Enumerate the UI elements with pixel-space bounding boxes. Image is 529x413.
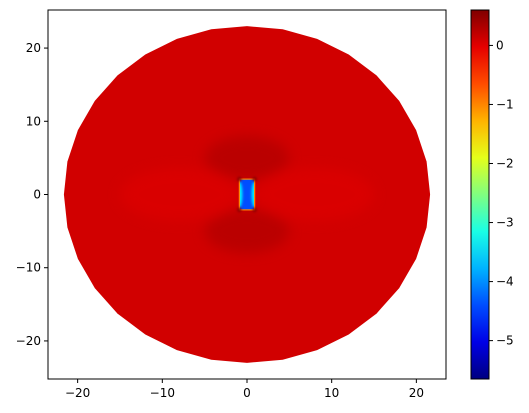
colorbar-tick-label: −5 [496, 334, 514, 348]
inclusion-details [239, 181, 255, 208]
colorbar-bar [471, 10, 489, 379]
x-tick-label: −20 [65, 386, 90, 400]
field-lobe-right [255, 168, 375, 221]
field-corner-bottom-left [237, 207, 242, 213]
plot-area [63, 26, 431, 363]
colorbar-tick-label: −3 [496, 216, 514, 230]
y-axis: −20 −10 0 10 20 [16, 41, 48, 348]
field-edge-right [251, 181, 255, 208]
inclusion-corners [237, 176, 257, 213]
colorbar: 0 −1 −2 −3 −4 −5 [470, 9, 514, 380]
inclusion-group [238, 178, 256, 211]
inclusion-outline [238, 178, 256, 211]
colorbar-ticks: 0 −1 −2 −3 −4 −5 [489, 38, 514, 348]
field-corner-top-left [237, 176, 242, 182]
field-edge-left [239, 181, 243, 208]
field-corner-top-right [252, 176, 257, 182]
y-tick-label: 0 [33, 188, 41, 202]
colorbar-tick-label: 0 [496, 38, 504, 52]
colorbar-tick-label: −2 [496, 157, 514, 171]
y-tick-label: −20 [16, 334, 41, 348]
x-tick-label: 0 [243, 386, 251, 400]
y-tick-label: 10 [26, 114, 41, 128]
colorbar-tick-label: −4 [496, 275, 514, 289]
x-tick-label: 20 [409, 386, 424, 400]
colorbar-tick-label: −1 [496, 97, 514, 111]
x-tick-label: 10 [324, 386, 339, 400]
x-axis: −20 −10 0 10 20 [65, 379, 424, 400]
field-lobe-left [119, 168, 239, 221]
field-lobe-top [204, 135, 290, 180]
inclusion-rect [239, 179, 255, 210]
y-tick-label: −10 [16, 261, 41, 275]
field-corner-bottom-right [252, 207, 257, 213]
field-lobe-bottom [204, 209, 290, 254]
x-tick-label: −10 [150, 386, 175, 400]
field-lobes [119, 135, 375, 254]
y-tick-label: 20 [26, 41, 41, 55]
colorbar-frame [470, 9, 490, 380]
